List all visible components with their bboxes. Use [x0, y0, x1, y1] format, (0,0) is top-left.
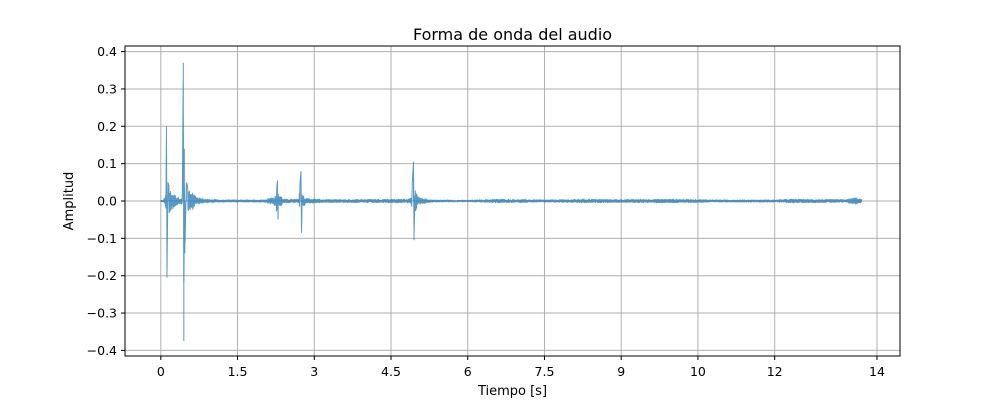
x-tick-label: 0 — [157, 364, 165, 379]
y-tick-label: 0.1 — [97, 156, 117, 171]
x-tick-label: 14 — [869, 364, 885, 379]
grid-layer — [125, 46, 900, 356]
y-tick-label: 0.2 — [97, 119, 117, 134]
y-axis-label: Amplitud — [62, 172, 77, 231]
tick-layer: 0 1.5 3 4.5 6 7.5 9 10 12 14 −0.4 −0.3 −0.2 −0.1 0.0 0.… — [87, 44, 885, 379]
y-tick-label: −0.1 — [87, 231, 117, 246]
waveform-line — [160, 62, 863, 342]
x-tick-label: 7.5 — [535, 364, 555, 379]
x-axis-label: Tiempo [s] — [477, 384, 547, 399]
y-tick-label: −0.4 — [87, 343, 117, 358]
x-tick-label: 9 — [617, 364, 625, 379]
waveform-layer — [160, 62, 863, 342]
x-tick-label: 3 — [310, 364, 318, 379]
x-tick-label: 10 — [690, 364, 706, 379]
chart-title: Forma de onda del audio — [413, 25, 612, 44]
y-tick-label: 0.0 — [97, 194, 117, 209]
y-tick-label: 0.3 — [97, 81, 117, 96]
x-tick-label: 6 — [464, 364, 472, 379]
y-tick-label: 0.4 — [97, 44, 117, 59]
x-tick-label: 1.5 — [228, 364, 248, 379]
y-tick-label: −0.2 — [87, 268, 117, 283]
x-tick-label: 4.5 — [381, 364, 401, 379]
x-tick-label: 12 — [767, 364, 783, 379]
y-tick-label: −0.3 — [87, 306, 117, 321]
